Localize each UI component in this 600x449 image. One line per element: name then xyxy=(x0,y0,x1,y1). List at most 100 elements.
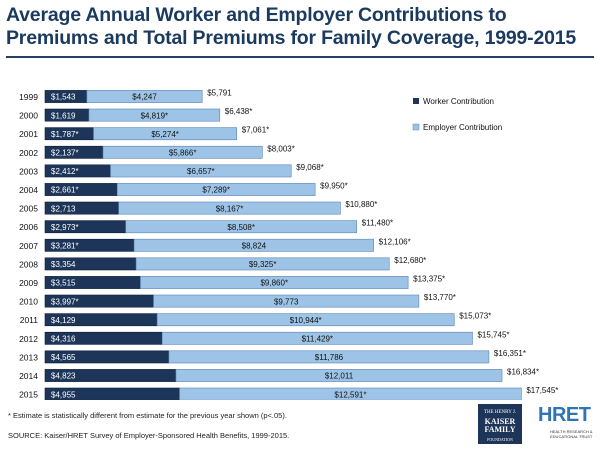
worker-value-label: $2,137* xyxy=(51,149,79,158)
worker-value-label: $3,997* xyxy=(51,297,79,306)
employer-bar xyxy=(88,108,221,122)
year-label: 2004 xyxy=(19,185,38,195)
total-value-label: $16,834* xyxy=(507,368,539,377)
employer-value-label: $12,591* xyxy=(334,390,366,399)
year-label: 2006 xyxy=(19,222,38,232)
employer-bar xyxy=(93,127,238,141)
worker-value-label: $4,955 xyxy=(51,390,76,399)
total-value-label: $7,061* xyxy=(242,126,270,135)
employer-value-label: $5,274* xyxy=(151,130,179,139)
year-label: 2013 xyxy=(19,352,38,362)
kaiser-family-foundation-logo: THE HENRY J. KAISER FAMILY FOUNDATION xyxy=(478,404,522,444)
employer-value-label: $10,944* xyxy=(290,316,322,325)
employer-bar xyxy=(175,369,503,382)
worker-value-label: $2,661* xyxy=(51,186,79,195)
total-value-label: $15,073* xyxy=(459,312,491,321)
year-label: 2015 xyxy=(19,390,38,400)
year-label: 2000 xyxy=(19,111,38,121)
worker-value-label: $4,823 xyxy=(51,372,76,381)
employer-value-label: $4,247 xyxy=(132,93,157,102)
kff-logo-line2: KAISER xyxy=(484,417,516,426)
total-value-label: $8,003* xyxy=(267,144,295,153)
source-note: SOURCE: Kaiser/HRET Survey of Employer-S… xyxy=(8,431,290,440)
total-value-label: $9,950* xyxy=(320,182,348,191)
worker-value-label: $1,619 xyxy=(51,111,76,120)
year-label: 2014 xyxy=(19,371,38,381)
legend-swatch-employer xyxy=(412,123,420,131)
employer-value-label: $8,824 xyxy=(242,242,267,251)
employer-value-label: $8,508* xyxy=(227,223,255,232)
employer-value-label: $8,167* xyxy=(216,204,244,213)
total-value-label: $17,545* xyxy=(526,386,558,395)
year-label: 2001 xyxy=(19,129,38,139)
employer-bar xyxy=(110,164,292,178)
stacked-bar-chart: 1999 $1,543 $4,247 $5,791 2000 $1,619 $4,819* $… xyxy=(19,89,558,400)
employer-value-label: $4,819* xyxy=(141,111,169,120)
employer-value-label: $9,773 xyxy=(274,297,299,306)
hret-logo-subtitle: HEALTH RESEARCH & EDUCATIONAL TRUST xyxy=(550,429,593,439)
total-value-label: $11,480* xyxy=(362,219,393,228)
employer-value-label: $9,860* xyxy=(260,279,288,288)
worker-value-label: $2,412* xyxy=(51,167,79,176)
employer-value-label: $5,866* xyxy=(169,149,197,158)
employer-bar xyxy=(140,276,409,289)
legend-label-employer: Employer Contribution xyxy=(423,123,502,132)
employer-value-label: $12,011 xyxy=(325,372,354,381)
legend-swatch-worker xyxy=(413,98,419,104)
hret-logo-sub1: HEALTH RESEARCH & xyxy=(550,429,593,434)
worker-value-label: $4,565 xyxy=(51,353,76,362)
worker-value-label: $4,316 xyxy=(51,335,76,344)
kff-logo-line4: FOUNDATION xyxy=(487,437,513,442)
employer-bar xyxy=(153,294,420,308)
total-value-label: $10,880* xyxy=(345,200,377,209)
employer-bar xyxy=(156,313,455,327)
employer-value-label: $11,786 xyxy=(315,353,344,362)
employer-value-label: $6,657* xyxy=(187,167,215,176)
worker-value-label: $1,543 xyxy=(51,93,76,102)
total-value-label: $5,791 xyxy=(207,89,232,98)
worker-value-label: $3,354 xyxy=(51,260,76,269)
worker-value-label: $2,973* xyxy=(51,223,79,232)
employer-value-label: $7,289* xyxy=(202,186,230,195)
kff-logo-line1: THE HENRY J. xyxy=(483,410,517,415)
year-label: 2009 xyxy=(19,278,38,288)
worker-value-label: $1,787* xyxy=(51,130,79,139)
total-value-label: $9,068* xyxy=(296,163,324,172)
employer-bar xyxy=(118,201,341,215)
worker-value-label: $3,281* xyxy=(51,242,79,251)
total-value-label: $13,375* xyxy=(413,275,445,284)
employer-bar xyxy=(116,183,316,196)
total-value-label: $16,351* xyxy=(494,349,526,358)
year-label: 2005 xyxy=(19,204,38,214)
worker-value-label: $2,713 xyxy=(51,204,76,213)
legend-label-worker: Worker Contribution xyxy=(423,97,494,106)
employer-bar xyxy=(125,220,358,234)
hret-logo-word: HRET xyxy=(538,404,591,426)
employer-bar xyxy=(168,350,490,364)
total-value-label: $15,745* xyxy=(477,330,509,339)
chart-title: Average Annual Worker and Employer Contr… xyxy=(6,4,577,49)
year-label: 2007 xyxy=(19,241,38,251)
total-value-label: $13,770* xyxy=(424,293,456,302)
employer-bar xyxy=(133,238,374,252)
title-divider xyxy=(6,56,594,58)
worker-value-label: $3,515 xyxy=(51,279,76,288)
total-value-label: $12,680* xyxy=(394,256,426,265)
employer-bar xyxy=(161,331,473,345)
year-label: 2011 xyxy=(20,315,39,325)
employer-value-label: $11,429* xyxy=(302,335,333,344)
year-label: 2012 xyxy=(19,334,38,344)
worker-value-label: $4,129 xyxy=(51,316,76,325)
total-value-label: $12,106* xyxy=(379,237,411,246)
year-label: 2010 xyxy=(19,297,38,307)
employer-bar xyxy=(179,387,522,400)
total-value-label: $6,438* xyxy=(225,107,253,116)
year-label: 2002 xyxy=(19,148,38,158)
employer-bar xyxy=(135,257,390,271)
employer-value-label: $9,325* xyxy=(249,260,277,269)
year-label: 2008 xyxy=(19,259,38,269)
year-label: 1999 xyxy=(19,92,38,102)
employer-bar xyxy=(86,90,203,103)
employer-bar xyxy=(102,145,263,159)
year-label: 2003 xyxy=(19,166,38,176)
